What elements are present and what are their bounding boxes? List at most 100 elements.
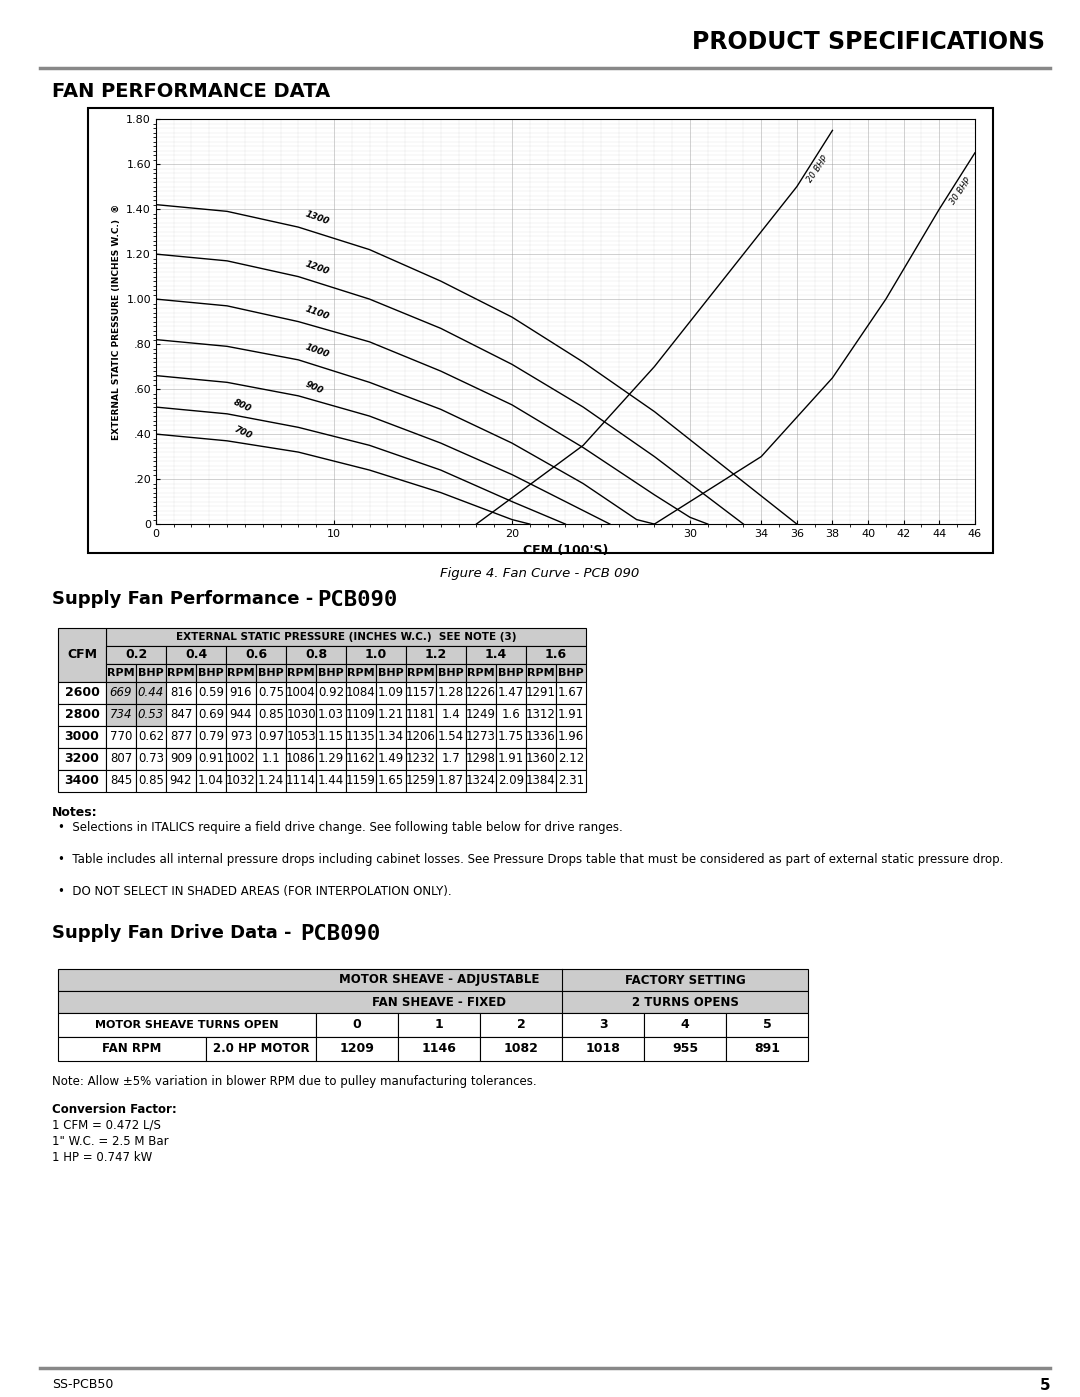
Bar bbox=[136, 747, 166, 770]
Text: BHP: BHP bbox=[378, 668, 404, 678]
Bar bbox=[436, 726, 465, 747]
Bar bbox=[376, 682, 406, 704]
Text: •  Selections in ITALICS require a field drive change. See following table below: • Selections in ITALICS require a field … bbox=[58, 821, 623, 834]
Text: 0.92: 0.92 bbox=[318, 686, 345, 700]
Text: 1232: 1232 bbox=[406, 753, 436, 766]
Bar bbox=[556, 664, 586, 682]
Bar bbox=[226, 770, 256, 792]
Bar bbox=[58, 747, 106, 770]
Text: 1 CFM = 0.472 L/S: 1 CFM = 0.472 L/S bbox=[52, 1119, 161, 1132]
Bar bbox=[726, 1037, 808, 1060]
Text: 1109: 1109 bbox=[346, 708, 376, 721]
Text: 1100: 1100 bbox=[303, 305, 330, 321]
Text: 891: 891 bbox=[754, 1042, 780, 1056]
Bar bbox=[376, 770, 406, 792]
Bar bbox=[480, 1013, 562, 1037]
Text: 0.4: 0.4 bbox=[185, 648, 207, 662]
Bar bbox=[556, 747, 586, 770]
Bar bbox=[166, 645, 226, 664]
Text: Conversion Factor:: Conversion Factor: bbox=[52, 1104, 177, 1116]
Text: 1157: 1157 bbox=[406, 686, 436, 700]
Bar bbox=[436, 664, 465, 682]
Text: 1273: 1273 bbox=[467, 731, 496, 743]
Bar bbox=[496, 682, 526, 704]
Bar bbox=[526, 682, 556, 704]
Bar bbox=[195, 747, 226, 770]
Bar bbox=[480, 1037, 562, 1060]
Text: 845: 845 bbox=[110, 774, 132, 788]
Bar bbox=[406, 726, 436, 747]
Text: Supply Fan Drive Data -: Supply Fan Drive Data - bbox=[52, 923, 298, 942]
Text: EXTERNAL STATIC PRESSURE (INCHES W.C.)  SEE NOTE (3): EXTERNAL STATIC PRESSURE (INCHES W.C.) S… bbox=[176, 631, 516, 643]
Bar bbox=[166, 704, 195, 726]
Text: 0.44: 0.44 bbox=[138, 686, 164, 700]
Text: 1.54: 1.54 bbox=[437, 731, 464, 743]
Text: 1135: 1135 bbox=[346, 731, 376, 743]
Text: 669: 669 bbox=[110, 686, 132, 700]
Bar bbox=[406, 747, 436, 770]
Text: 1000: 1000 bbox=[303, 342, 330, 359]
Bar bbox=[166, 682, 195, 704]
Bar bbox=[286, 682, 316, 704]
Bar bbox=[226, 726, 256, 747]
Bar bbox=[346, 726, 376, 747]
Text: 1.34: 1.34 bbox=[378, 731, 404, 743]
Text: 1.96: 1.96 bbox=[558, 731, 584, 743]
Bar bbox=[406, 770, 436, 792]
Text: 877: 877 bbox=[170, 731, 192, 743]
Text: •  Table includes all internal pressure drops including cabinet losses. See Pres: • Table includes all internal pressure d… bbox=[58, 854, 1003, 866]
Text: 1032: 1032 bbox=[226, 774, 256, 788]
Bar bbox=[526, 704, 556, 726]
Bar bbox=[106, 726, 136, 747]
Text: RPM: RPM bbox=[407, 668, 435, 678]
Text: 1360: 1360 bbox=[526, 753, 556, 766]
Bar bbox=[436, 770, 465, 792]
Text: 1.49: 1.49 bbox=[378, 753, 404, 766]
Bar bbox=[406, 704, 436, 726]
Text: 1082: 1082 bbox=[503, 1042, 539, 1056]
Bar bbox=[526, 770, 556, 792]
Bar bbox=[256, 770, 286, 792]
Text: 847: 847 bbox=[170, 708, 192, 721]
Text: 1.21: 1.21 bbox=[378, 708, 404, 721]
Bar bbox=[226, 664, 256, 682]
Bar bbox=[226, 704, 256, 726]
Bar bbox=[526, 747, 556, 770]
Text: 0: 0 bbox=[353, 1018, 362, 1031]
Text: 1.2: 1.2 bbox=[424, 648, 447, 662]
Bar bbox=[136, 704, 166, 726]
Text: 1.47: 1.47 bbox=[498, 686, 524, 700]
Bar bbox=[376, 704, 406, 726]
Bar bbox=[195, 682, 226, 704]
Bar bbox=[406, 682, 436, 704]
Bar bbox=[206, 1037, 316, 1060]
Text: 2.31: 2.31 bbox=[558, 774, 584, 788]
Bar bbox=[58, 682, 106, 704]
Text: 2: 2 bbox=[516, 1018, 525, 1031]
Bar bbox=[106, 682, 136, 704]
Bar bbox=[256, 726, 286, 747]
Bar bbox=[58, 990, 808, 1013]
Text: SS-PCB50: SS-PCB50 bbox=[52, 1377, 113, 1391]
Text: 0.91: 0.91 bbox=[198, 753, 224, 766]
Text: RPM: RPM bbox=[107, 668, 135, 678]
Text: FAN SHEAVE - FIXED: FAN SHEAVE - FIXED bbox=[372, 996, 507, 1009]
Bar bbox=[346, 770, 376, 792]
Bar bbox=[58, 1037, 206, 1060]
Bar bbox=[166, 747, 195, 770]
Bar bbox=[256, 747, 286, 770]
Text: MOTOR SHEAVE - ADJUSTABLE: MOTOR SHEAVE - ADJUSTABLE bbox=[339, 974, 539, 986]
Text: BHP: BHP bbox=[198, 668, 224, 678]
Bar bbox=[106, 704, 136, 726]
Text: 909: 909 bbox=[170, 753, 192, 766]
Text: 1.7: 1.7 bbox=[442, 753, 460, 766]
Bar bbox=[136, 664, 166, 682]
Bar bbox=[136, 682, 166, 704]
Text: 973: 973 bbox=[230, 731, 253, 743]
Bar bbox=[316, 747, 346, 770]
Text: FAN RPM: FAN RPM bbox=[103, 1042, 162, 1056]
Text: 1259: 1259 bbox=[406, 774, 436, 788]
Text: 1: 1 bbox=[434, 1018, 444, 1031]
Text: 1249: 1249 bbox=[465, 708, 496, 721]
Text: 20 BHP: 20 BHP bbox=[806, 154, 831, 184]
